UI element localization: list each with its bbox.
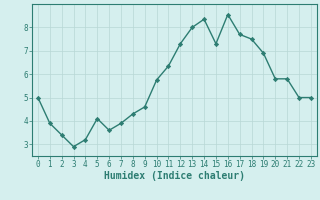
X-axis label: Humidex (Indice chaleur): Humidex (Indice chaleur) <box>104 171 245 181</box>
